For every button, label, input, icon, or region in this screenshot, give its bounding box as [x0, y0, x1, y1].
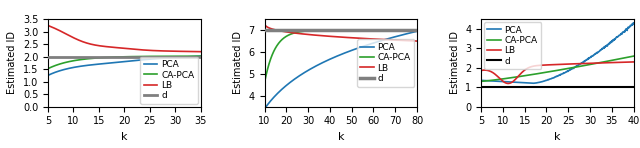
LB [568, 63, 576, 65]
LB [386, 39, 394, 41]
PCA [477, 79, 485, 81]
PCA [260, 108, 268, 110]
LB [334, 36, 342, 38]
PCA [135, 59, 143, 61]
PCA [603, 45, 611, 47]
CA-PCA [568, 67, 576, 69]
PCA [127, 60, 134, 62]
Line: LB: LB [481, 62, 634, 83]
PCA [550, 77, 557, 79]
LB [169, 50, 177, 52]
PCA [568, 68, 576, 70]
CA-PCA [333, 29, 341, 31]
PCA [560, 72, 568, 74]
PCA [193, 56, 201, 57]
CA-PCA [550, 70, 557, 72]
Line: CA-PCA: CA-PCA [264, 30, 417, 83]
Legend: PCA, CA-PCA, LB, d: PCA, CA-PCA, LB, d [140, 57, 198, 104]
LB [413, 40, 421, 42]
CA-PCA [260, 82, 268, 83]
CA-PCA [351, 29, 359, 31]
CA-PCA [169, 55, 177, 57]
CA-PCA [410, 29, 417, 31]
CA-PCA [127, 56, 134, 58]
LB [630, 61, 637, 63]
d [460, 86, 467, 88]
Legend: PCA, CA-PCA, LB, d: PCA, CA-PCA, LB, d [484, 22, 541, 69]
PCA [413, 30, 421, 32]
LB [627, 61, 634, 63]
PCA [196, 55, 204, 57]
LB [135, 49, 143, 50]
LB [127, 48, 134, 50]
CA-PCA [560, 68, 568, 70]
PCA [529, 82, 537, 84]
d [239, 29, 246, 31]
CA-PCA [196, 55, 204, 57]
X-axis label: k: k [337, 132, 344, 142]
PCA [333, 55, 341, 57]
LB [333, 36, 341, 38]
LB [551, 64, 559, 65]
PCA [386, 37, 394, 39]
LB [504, 83, 512, 84]
Y-axis label: Estimated ID: Estimated ID [233, 31, 243, 94]
CA-PCA [118, 56, 125, 58]
CA-PCA [343, 29, 351, 31]
CA-PCA [550, 70, 558, 72]
LB [560, 63, 568, 65]
Line: LB: LB [48, 25, 200, 52]
LB [196, 51, 204, 53]
PCA [551, 76, 559, 78]
CA-PCA [193, 55, 201, 57]
PCA [44, 74, 52, 76]
d [19, 56, 26, 58]
CA-PCA [334, 29, 342, 31]
CA-PCA [135, 56, 143, 57]
CA-PCA [413, 29, 421, 31]
Y-axis label: Estimated ID: Estimated ID [449, 31, 460, 94]
PCA [169, 57, 177, 58]
PCA [334, 55, 342, 57]
X-axis label: k: k [121, 132, 127, 142]
Line: PCA: PCA [481, 23, 634, 83]
Line: CA-PCA: CA-PCA [48, 56, 200, 69]
LB [193, 51, 201, 53]
d [24, 56, 31, 58]
LB [351, 37, 359, 39]
LB [410, 40, 417, 42]
LB [118, 47, 125, 49]
Line: PCA: PCA [48, 56, 200, 75]
LB [116, 47, 124, 49]
PCA [351, 48, 359, 50]
LB [550, 64, 557, 66]
X-axis label: k: k [554, 132, 561, 142]
PCA [343, 51, 351, 53]
PCA [116, 61, 124, 63]
PCA [627, 25, 634, 26]
LB [603, 62, 611, 64]
d [456, 86, 463, 88]
LB [477, 70, 485, 72]
LB [343, 37, 351, 38]
d [241, 29, 249, 31]
PCA [118, 61, 125, 63]
Line: LB: LB [264, 22, 417, 41]
PCA [410, 31, 417, 33]
CA-PCA [477, 81, 485, 82]
Line: PCA: PCA [264, 31, 417, 109]
CA-PCA [630, 55, 637, 57]
Line: CA-PCA: CA-PCA [481, 56, 634, 81]
CA-PCA [44, 68, 52, 70]
LB [44, 25, 52, 26]
CA-PCA [626, 56, 634, 58]
Y-axis label: Estimated ID: Estimated ID [7, 31, 17, 94]
PCA [630, 22, 637, 24]
Legend: PCA, CA-PCA, LB, d: PCA, CA-PCA, LB, d [357, 39, 414, 87]
LB [260, 22, 268, 23]
CA-PCA [116, 56, 124, 58]
CA-PCA [602, 61, 610, 62]
CA-PCA [386, 29, 394, 31]
